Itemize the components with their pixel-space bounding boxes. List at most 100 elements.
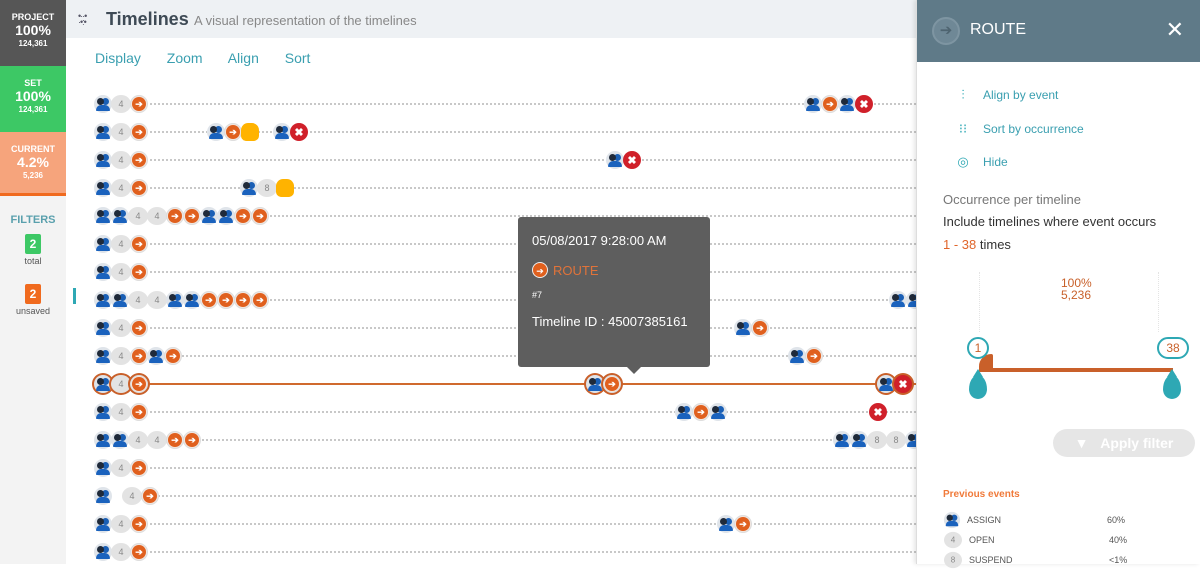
assign-icon[interactable]	[788, 347, 806, 365]
open-count-icon[interactable]: 4	[111, 543, 131, 561]
assign-icon[interactable]	[217, 207, 235, 225]
assign-icon[interactable]	[207, 123, 225, 141]
route-icon[interactable]	[251, 207, 269, 225]
timeline-row[interactable]: 4	[66, 486, 916, 506]
route-icon[interactable]	[130, 179, 148, 197]
timeline-row[interactable]: 4	[66, 458, 916, 478]
route-icon[interactable]	[692, 403, 710, 421]
route-icon[interactable]	[130, 375, 148, 393]
timeline-row[interactable]: 4	[66, 346, 916, 366]
assign-icon[interactable]	[94, 459, 112, 477]
sort-menu[interactable]: Sort	[284, 50, 311, 66]
route-icon[interactable]	[130, 151, 148, 169]
assign-icon[interactable]	[183, 291, 201, 309]
route-icon[interactable]	[130, 459, 148, 477]
open-count-icon[interactable]: 4	[147, 431, 167, 449]
assign-icon[interactable]	[94, 403, 112, 421]
open-count-icon[interactable]: 4	[111, 263, 131, 281]
timeline-row[interactable]: 48	[66, 178, 916, 198]
open-count-icon[interactable]: 4	[111, 403, 131, 421]
route-icon[interactable]	[183, 207, 201, 225]
open-count-icon[interactable]: 4	[128, 431, 148, 449]
total-filters-badge[interactable]: 2	[25, 234, 41, 254]
assign-icon[interactable]	[606, 151, 624, 169]
assign-icon[interactable]	[166, 291, 184, 309]
assign-icon[interactable]	[94, 291, 112, 309]
project-stat[interactable]: PROJECT 100% 124,361	[0, 0, 66, 66]
route-icon[interactable]	[224, 123, 242, 141]
route-icon[interactable]	[130, 543, 148, 561]
close-icon[interactable]	[869, 403, 887, 421]
route-icon[interactable]	[166, 431, 184, 449]
close-icon[interactable]	[290, 123, 308, 141]
scroll-indicator[interactable]	[73, 288, 76, 304]
align-menu[interactable]: Align	[227, 50, 259, 66]
timeline-row[interactable]: 4	[66, 514, 916, 534]
assign-icon[interactable]	[94, 319, 112, 337]
open-count-icon[interactable]: 8	[867, 431, 887, 449]
timeline-row[interactable]: 4	[66, 402, 916, 422]
route-icon[interactable]	[234, 291, 252, 309]
assign-icon[interactable]	[94, 515, 112, 533]
current-stat[interactable]: CURRENT 4.2% 5,236	[0, 132, 66, 196]
route-icon[interactable]	[200, 291, 218, 309]
assign-icon[interactable]	[94, 431, 112, 449]
assign-icon[interactable]	[111, 207, 129, 225]
open-count-icon[interactable]: 4	[128, 291, 148, 309]
route-icon[interactable]	[234, 207, 252, 225]
zoom-menu[interactable]: Zoom	[166, 50, 203, 66]
route-icon[interactable]	[130, 515, 148, 533]
assign-icon[interactable]	[877, 375, 895, 393]
close-button[interactable]: ✕	[1165, 17, 1184, 42]
assign-icon[interactable]	[240, 179, 258, 197]
assign-icon[interactable]	[804, 95, 822, 113]
assign-icon[interactable]	[94, 263, 112, 281]
route-icon[interactable]	[130, 235, 148, 253]
assign-icon[interactable]	[147, 347, 165, 365]
assign-icon[interactable]	[94, 95, 112, 113]
assign-icon[interactable]	[889, 291, 907, 309]
close-icon[interactable]	[894, 375, 912, 393]
assign-icon[interactable]	[111, 291, 129, 309]
open-count-icon[interactable]: 4	[111, 515, 131, 533]
assign-icon[interactable]	[200, 207, 218, 225]
max-slider-handle[interactable]	[1163, 369, 1181, 399]
route-icon[interactable]	[130, 263, 148, 281]
sort-by-occurrence-button[interactable]: ⁝⁝ Sort by occurrence	[953, 121, 1084, 137]
route-icon[interactable]	[130, 347, 148, 365]
assign-icon[interactable]	[94, 123, 112, 141]
set-stat[interactable]: SET 100% 124,361	[0, 66, 66, 132]
route-icon[interactable]	[130, 403, 148, 421]
timeline-row[interactable]: 4	[66, 234, 916, 254]
route-icon[interactable]	[251, 291, 269, 309]
suspend-hand-icon[interactable]	[276, 179, 294, 197]
assign-icon[interactable]	[586, 375, 604, 393]
route-icon[interactable]	[164, 347, 182, 365]
assign-icon[interactable]	[94, 207, 112, 225]
assign-icon[interactable]	[94, 543, 112, 561]
route-icon[interactable]	[734, 515, 752, 533]
timeline-row[interactable]: 4	[66, 374, 916, 394]
open-count-icon[interactable]: 8	[886, 431, 906, 449]
assign-icon[interactable]	[111, 431, 129, 449]
suspend-hand-icon[interactable]	[241, 123, 259, 141]
open-count-icon[interactable]: 4	[111, 151, 131, 169]
open-count-icon[interactable]: 4	[111, 319, 131, 337]
min-slider-handle[interactable]	[969, 369, 987, 399]
open-count-icon[interactable]: 8	[257, 179, 277, 197]
assign-icon[interactable]	[734, 319, 752, 337]
timeline-row[interactable]: 4	[66, 262, 916, 282]
assign-icon[interactable]	[94, 487, 112, 505]
display-menu[interactable]: Display	[95, 50, 141, 66]
assign-icon[interactable]	[905, 431, 916, 449]
route-icon[interactable]	[130, 123, 148, 141]
open-count-icon[interactable]: 4	[111, 235, 131, 253]
assign-icon[interactable]	[833, 431, 851, 449]
assign-icon[interactable]	[94, 375, 112, 393]
route-icon[interactable]	[141, 487, 159, 505]
open-count-icon[interactable]: 4	[147, 207, 167, 225]
route-icon[interactable]	[821, 95, 839, 113]
assign-icon[interactable]	[838, 95, 856, 113]
